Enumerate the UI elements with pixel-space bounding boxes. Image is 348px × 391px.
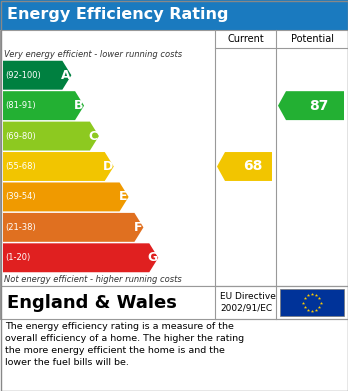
Polygon shape: [3, 122, 99, 151]
Text: 87: 87: [309, 99, 329, 113]
Text: (21-38): (21-38): [5, 223, 36, 232]
Text: (55-68): (55-68): [5, 162, 36, 171]
Text: D: D: [103, 160, 113, 173]
Text: (69-80): (69-80): [5, 131, 36, 141]
Text: (1-20): (1-20): [5, 253, 30, 262]
Polygon shape: [3, 152, 114, 181]
Text: Energy Efficiency Rating: Energy Efficiency Rating: [7, 7, 229, 23]
Bar: [0, 30, 348, 286]
Polygon shape: [3, 61, 71, 90]
Polygon shape: [278, 91, 344, 120]
Text: (81-91): (81-91): [5, 101, 35, 110]
Text: Very energy efficient - lower running costs: Very energy efficient - lower running co…: [4, 50, 182, 59]
Text: A: A: [61, 69, 70, 82]
Text: B: B: [73, 99, 83, 112]
Text: 68: 68: [243, 160, 262, 174]
Text: C: C: [89, 129, 98, 143]
Text: Not energy efficient - higher running costs: Not energy efficient - higher running co…: [4, 275, 182, 284]
Text: The energy efficiency rating is a measure of the
overall efficiency of a home. T: The energy efficiency rating is a measur…: [5, 322, 244, 368]
Text: Current: Current: [227, 34, 264, 44]
Polygon shape: [3, 213, 143, 242]
Text: G: G: [147, 251, 157, 264]
Bar: [0, 0, 348, 30]
Text: EU Directive
2002/91/EC: EU Directive 2002/91/EC: [220, 292, 276, 312]
Polygon shape: [217, 152, 272, 181]
Bar: [280, 289, 344, 316]
Text: Potential: Potential: [291, 34, 333, 44]
Text: (39-54): (39-54): [5, 192, 35, 201]
Text: England & Wales: England & Wales: [7, 294, 177, 312]
Polygon shape: [3, 243, 158, 272]
Text: (92-100): (92-100): [5, 71, 41, 80]
Polygon shape: [3, 91, 84, 120]
Bar: [0, 286, 348, 319]
Text: E: E: [119, 190, 128, 203]
Polygon shape: [3, 183, 129, 212]
Text: F: F: [134, 221, 142, 234]
